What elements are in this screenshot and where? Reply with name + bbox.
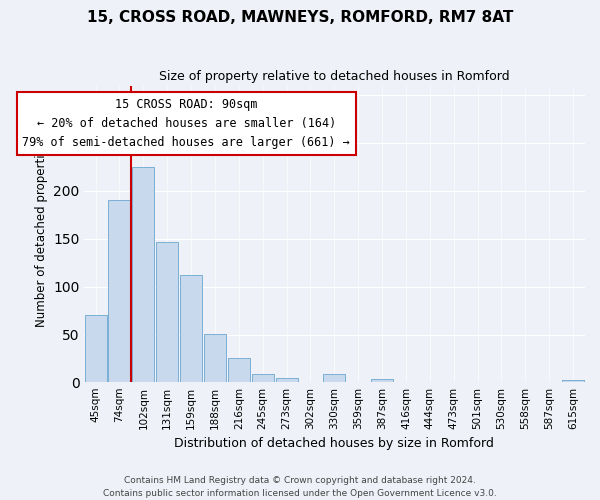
Bar <box>228 358 250 382</box>
Text: 15, CROSS ROAD, MAWNEYS, ROMFORD, RM7 8AT: 15, CROSS ROAD, MAWNEYS, ROMFORD, RM7 8A… <box>87 10 513 25</box>
Bar <box>85 316 107 382</box>
Bar <box>109 200 130 382</box>
Bar <box>204 334 226 382</box>
Title: Size of property relative to detached houses in Romford: Size of property relative to detached ho… <box>159 70 509 83</box>
Bar <box>180 275 202 382</box>
Bar <box>156 242 178 382</box>
Bar <box>275 378 298 382</box>
Text: Contains HM Land Registry data © Crown copyright and database right 2024.
Contai: Contains HM Land Registry data © Crown c… <box>103 476 497 498</box>
Bar <box>252 374 274 382</box>
X-axis label: Distribution of detached houses by size in Romford: Distribution of detached houses by size … <box>175 437 494 450</box>
Bar <box>133 167 154 382</box>
Bar <box>323 374 346 382</box>
Y-axis label: Number of detached properties: Number of detached properties <box>35 141 47 327</box>
Bar <box>562 380 584 382</box>
Bar <box>371 378 393 382</box>
Text: 15 CROSS ROAD: 90sqm
← 20% of detached houses are smaller (164)
79% of semi-deta: 15 CROSS ROAD: 90sqm ← 20% of detached h… <box>22 98 350 149</box>
